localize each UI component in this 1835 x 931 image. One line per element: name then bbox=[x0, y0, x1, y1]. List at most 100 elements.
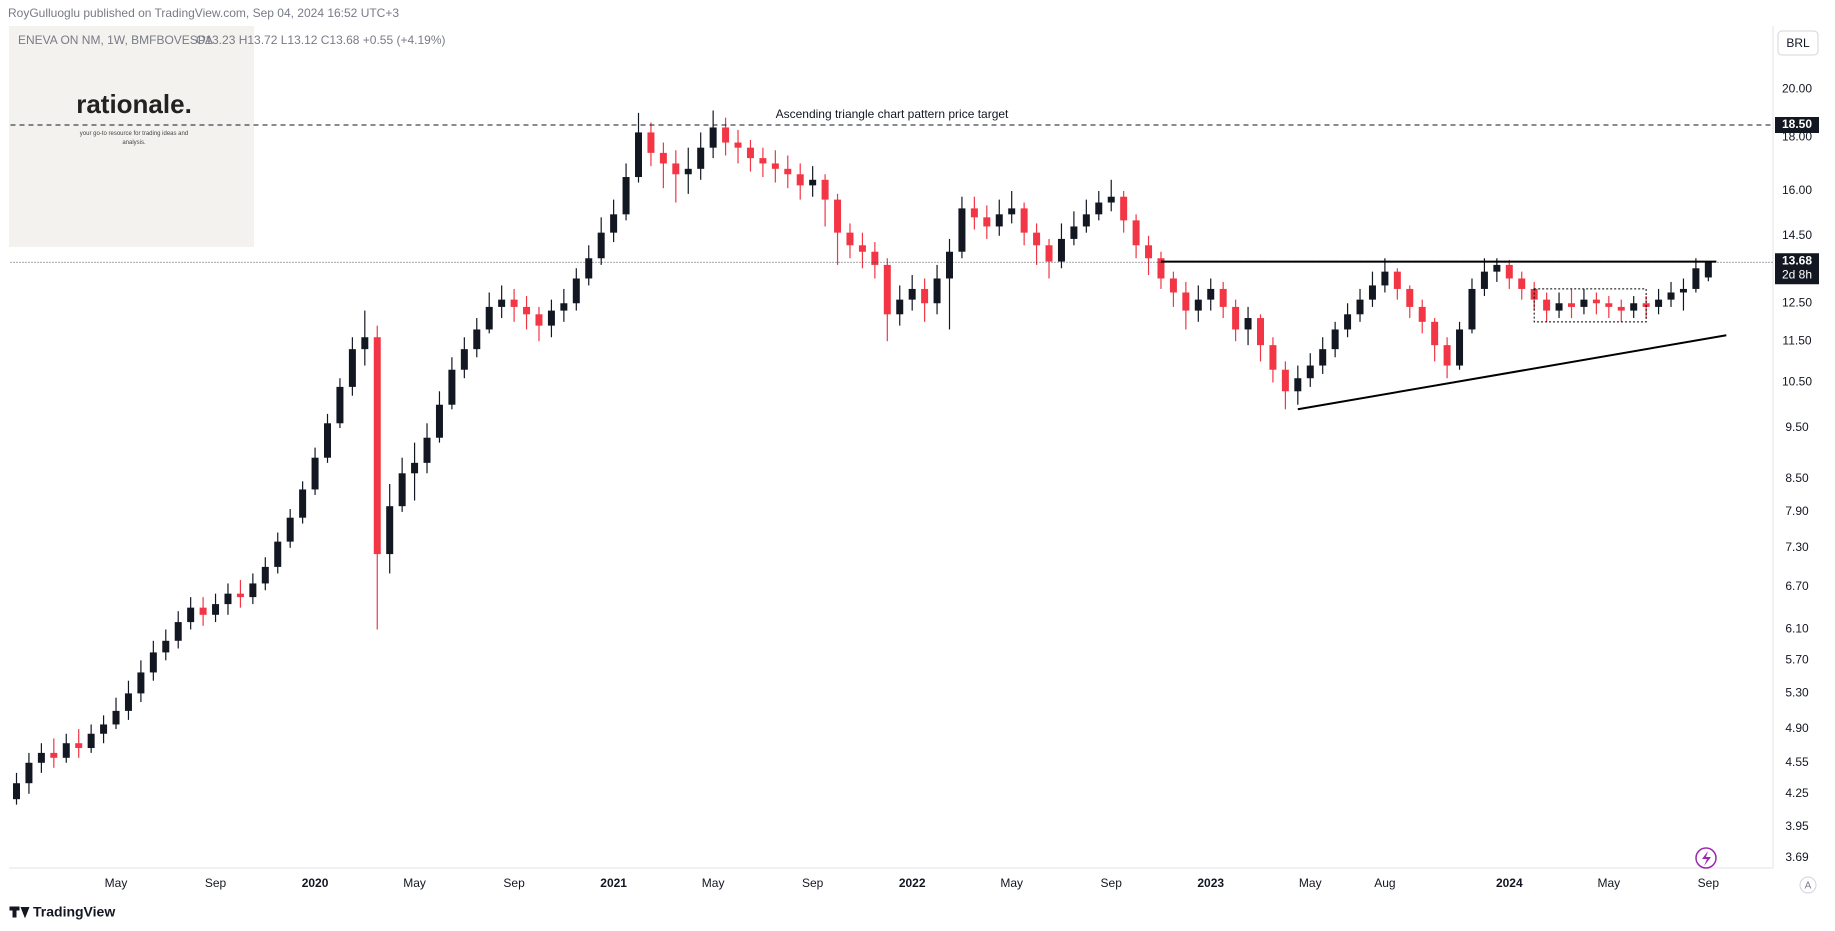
candle-body bbox=[834, 199, 842, 233]
x-tick-label: Aug bbox=[1374, 876, 1395, 890]
tv-logo bbox=[9, 906, 30, 919]
candle-body bbox=[498, 299, 506, 307]
candle-body bbox=[411, 462, 419, 474]
countdown: 2d 8h bbox=[1782, 267, 1812, 281]
candle-body bbox=[1132, 220, 1140, 246]
candle-body bbox=[1518, 278, 1526, 289]
y-tick-label: 3.69 bbox=[1785, 850, 1809, 864]
candle-body bbox=[523, 306, 531, 315]
y-tick-label: 7.90 bbox=[1785, 504, 1809, 518]
candle-body bbox=[908, 288, 916, 300]
auto-scale[interactable]: A bbox=[1805, 881, 1812, 892]
currency-button[interactable] bbox=[1777, 30, 1819, 56]
candle-body bbox=[50, 752, 58, 758]
candle-body bbox=[759, 158, 767, 164]
candle-body bbox=[274, 541, 282, 567]
candle-body bbox=[1269, 345, 1277, 370]
x-tick-label: 2023 bbox=[1197, 876, 1224, 890]
candle-body bbox=[1033, 232, 1041, 246]
candle-body bbox=[398, 473, 406, 507]
candle-body bbox=[1120, 196, 1128, 221]
candle-body bbox=[448, 369, 456, 405]
y-tick-label: 12.50 bbox=[1782, 295, 1812, 309]
candle-body bbox=[62, 743, 70, 758]
candle-body bbox=[299, 489, 307, 518]
x-tick-label: May bbox=[1299, 876, 1322, 890]
y-tick-label: 6.70 bbox=[1785, 579, 1809, 593]
y-tick-label: 20.00 bbox=[1782, 82, 1812, 96]
candle-body bbox=[871, 251, 879, 265]
auto-scale-button[interactable] bbox=[1799, 876, 1817, 894]
candle-body bbox=[809, 179, 817, 186]
x-tick-label: Sep bbox=[205, 876, 227, 890]
candle-body bbox=[1244, 318, 1252, 330]
candle-body bbox=[1008, 208, 1016, 215]
candle-body bbox=[249, 583, 257, 598]
candle-body bbox=[473, 329, 481, 350]
candle-body bbox=[1555, 303, 1563, 311]
x-tick-label: Sep bbox=[1101, 876, 1123, 890]
candle-body bbox=[311, 457, 319, 490]
alert-bolt bbox=[1702, 851, 1711, 866]
target-price-box bbox=[1775, 116, 1819, 133]
x-tick-label: 2024 bbox=[1496, 876, 1523, 890]
candle-body bbox=[635, 132, 642, 178]
candle-body bbox=[1617, 306, 1625, 311]
y-tick-label: 16.00 bbox=[1782, 183, 1812, 197]
x-tick-label: May bbox=[105, 876, 128, 890]
x-tick-label: Sep bbox=[1698, 876, 1720, 890]
candle-body bbox=[1443, 345, 1451, 366]
candle-body bbox=[1393, 271, 1401, 289]
candle-body bbox=[224, 593, 232, 605]
currency[interactable]: BRL bbox=[1786, 36, 1810, 50]
candle-body bbox=[933, 278, 941, 304]
y-tick-label: 5.30 bbox=[1785, 686, 1809, 700]
candle-body bbox=[1480, 271, 1488, 289]
candle-body bbox=[75, 743, 83, 749]
candle-body bbox=[13, 783, 20, 800]
logo-title: rationale. bbox=[76, 89, 192, 119]
candle-body bbox=[1194, 299, 1202, 311]
candle-body bbox=[746, 147, 754, 159]
candle-body bbox=[1306, 365, 1314, 379]
logo-tagline-box: your go-to resource for trading ideas an… bbox=[79, 131, 189, 146]
candle-body bbox=[1082, 214, 1090, 227]
last-price: 13.68 bbox=[1782, 253, 1812, 267]
candle-body bbox=[1505, 264, 1513, 279]
candle-body bbox=[1356, 299, 1364, 315]
candle-body bbox=[236, 593, 244, 598]
candle-body bbox=[1667, 292, 1675, 300]
x-tick-label: 2020 bbox=[302, 876, 329, 890]
candle-body bbox=[510, 299, 518, 307]
candle-body bbox=[734, 142, 742, 148]
candle-body bbox=[622, 177, 630, 215]
alert-icon[interactable] bbox=[1695, 847, 1717, 869]
candle-body bbox=[1605, 303, 1613, 307]
candle-body bbox=[858, 245, 866, 252]
candle-body bbox=[1431, 321, 1439, 346]
candle-body bbox=[361, 337, 369, 350]
y-tick-label: 11.50 bbox=[1782, 333, 1811, 347]
candle-body bbox=[137, 672, 145, 694]
candle-body bbox=[983, 217, 991, 227]
candle-body bbox=[25, 762, 33, 784]
x-tick-label: Sep bbox=[802, 876, 824, 890]
candle-body bbox=[722, 127, 730, 143]
x-tick-label: Sep bbox=[503, 876, 525, 890]
candle-body bbox=[684, 168, 692, 175]
candle-body bbox=[597, 232, 605, 259]
candle-body bbox=[610, 214, 618, 233]
candle-body bbox=[535, 314, 543, 326]
logo-tagline: your go-to resource for trading ideas an… bbox=[79, 131, 189, 146]
candle-body bbox=[1057, 238, 1065, 262]
candle-body bbox=[1406, 288, 1414, 307]
candle-body bbox=[821, 179, 829, 200]
candle-body bbox=[709, 127, 717, 148]
candle-body bbox=[112, 710, 120, 725]
x-tick-label: May bbox=[403, 876, 426, 890]
candle-body bbox=[697, 147, 705, 169]
candle-body bbox=[672, 163, 680, 175]
candle-body bbox=[1095, 202, 1103, 215]
